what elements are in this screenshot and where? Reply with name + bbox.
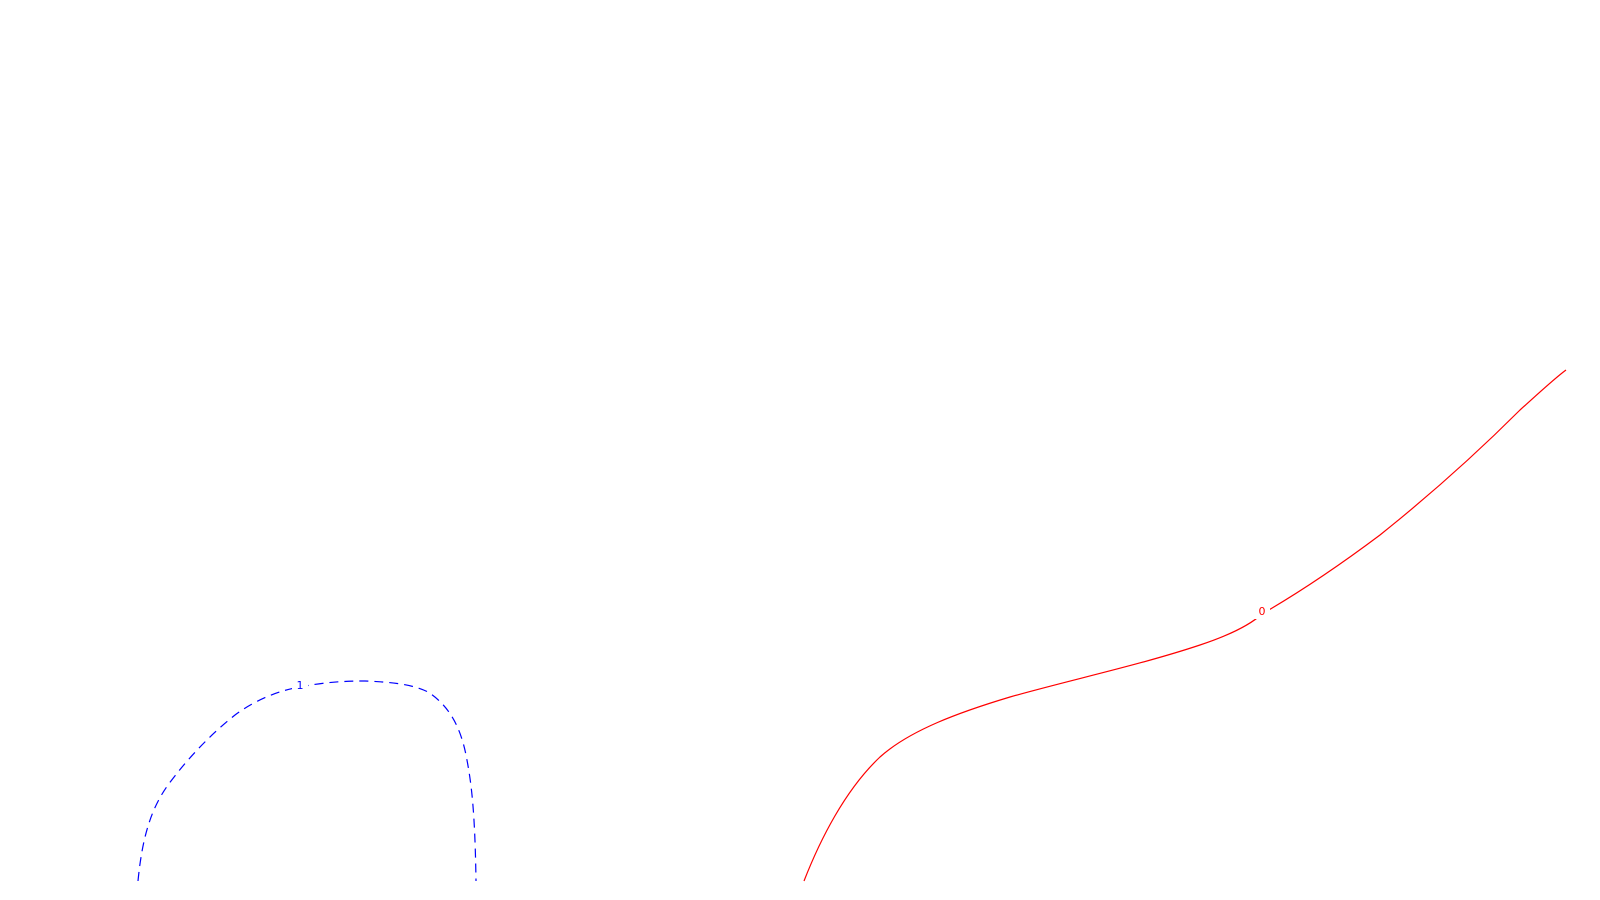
contour-label-bg-level-0 [1254, 605, 1270, 619]
contour-line-level-0 [803, 369, 1567, 882]
contour-label-level-1: 1 [297, 679, 304, 692]
contour-line-level-1 [137, 680, 477, 882]
contour-label-level-0: 0 [1259, 605, 1266, 618]
contour-label-bg-level-1 [292, 680, 308, 693]
